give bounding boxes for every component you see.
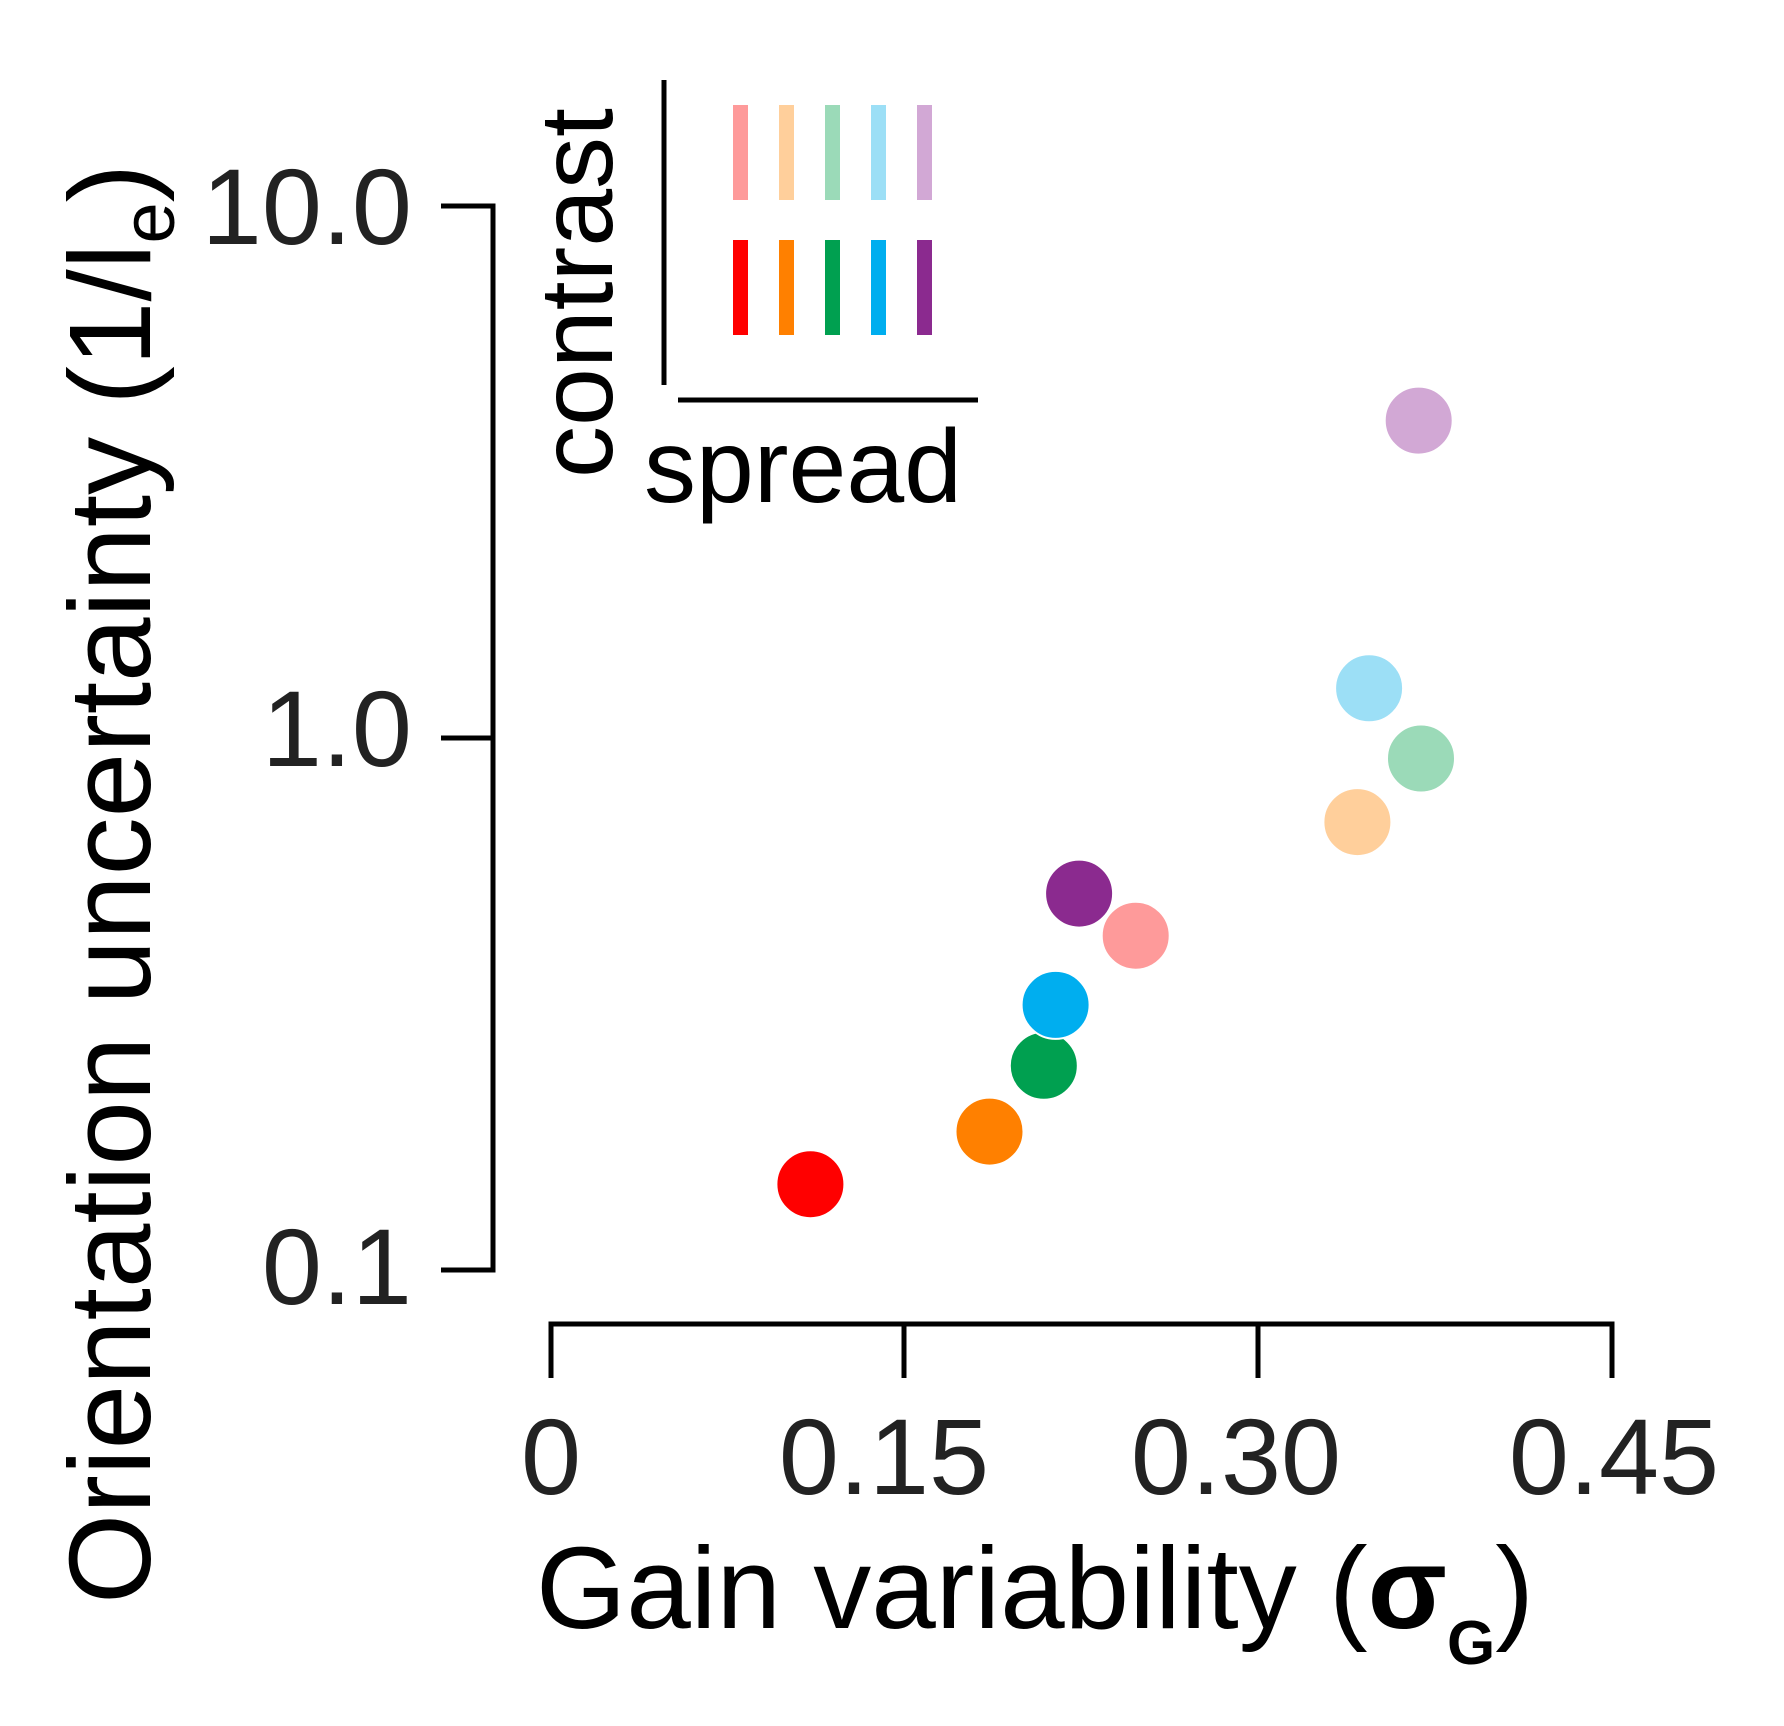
x-axis: 0 0.15 0.30 0.45 <box>521 1321 1719 1517</box>
legend-swatch <box>917 105 932 200</box>
data-point <box>1100 900 1171 971</box>
legend-swatch <box>779 105 794 200</box>
y-tick-label: 1.0 <box>262 668 412 789</box>
y-axis-title-subscript: e <box>107 202 190 243</box>
x-axis-title-symbol: σ <box>1368 1523 1447 1653</box>
data-point <box>1044 858 1115 929</box>
x-axis-title-close: ) <box>1495 1523 1534 1653</box>
y-axis-title: Orientation uncertainty (1/le) <box>45 164 190 1604</box>
y-axis: 10.0 1.0 0.1 <box>202 146 496 1327</box>
legend-swatch <box>871 240 886 335</box>
legend-spread-label: spread <box>644 409 962 525</box>
data-point <box>1020 969 1091 1040</box>
y-tick-label: 10.0 <box>202 146 412 267</box>
y-axis-title-main: Orientation uncertainty (1/l <box>45 244 175 1604</box>
x-tick-label: 0.15 <box>779 1396 989 1517</box>
data-point <box>1334 653 1405 724</box>
legend-swatch <box>733 240 748 335</box>
legend-swatch <box>779 240 794 335</box>
data-point <box>954 1096 1025 1167</box>
y-tick-label: 0.1 <box>262 1206 412 1327</box>
legend-swatch <box>871 105 886 200</box>
legend-swatch <box>825 105 840 200</box>
data-point <box>1008 1030 1079 1101</box>
legend: contrast spread <box>519 80 978 525</box>
legend-swatch <box>733 105 748 200</box>
legend-swatch <box>917 240 932 335</box>
x-axis-title: Gain variability (σG) <box>536 1523 1534 1678</box>
x-tick-label: 0.30 <box>1131 1396 1341 1517</box>
legend-swatches <box>733 105 932 335</box>
x-tick-label: 0.45 <box>1509 1396 1719 1517</box>
x-tick-label: 0 <box>521 1396 581 1517</box>
data-point <box>1386 723 1456 794</box>
legend-contrast-label: contrast <box>519 108 635 478</box>
data-point <box>775 1149 846 1220</box>
y-axis-title-close: ) <box>45 164 175 203</box>
legend-swatch <box>825 240 840 335</box>
data-points <box>775 385 1456 1220</box>
data-point <box>1322 787 1393 858</box>
x-axis-title-subscript: G <box>1447 1609 1495 1678</box>
data-point <box>1383 385 1454 456</box>
x-axis-title-main: Gain variability ( <box>536 1523 1368 1653</box>
x-axis-line <box>548 1321 1615 1378</box>
